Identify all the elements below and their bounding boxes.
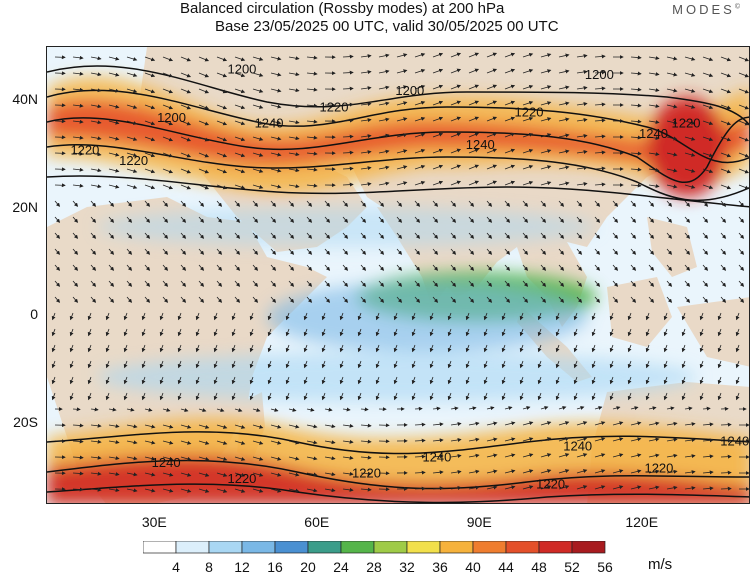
contour-label-text: 1220 xyxy=(119,153,148,168)
colorbar-label: 12 xyxy=(234,559,250,575)
contour-label: 1240 xyxy=(560,438,596,454)
contour-label: 1220 xyxy=(641,459,677,475)
lon-tick-label: 120E xyxy=(625,514,658,530)
colorbar-units: m/s xyxy=(648,556,672,573)
colorbar-swatch xyxy=(242,541,275,553)
lat-tick-label: 20N xyxy=(12,199,38,215)
title-line-2: Base 23/05/2025 00 UTC, valid 30/05/2025… xyxy=(215,18,750,35)
contour-label: 1240 xyxy=(251,114,287,130)
lat-tick-label: 40N xyxy=(12,91,38,107)
contour-label: 1200 xyxy=(154,109,190,125)
colorbar-swatch xyxy=(539,541,572,553)
lon-tick-label: 60E xyxy=(304,514,329,530)
colorbar-label: 32 xyxy=(399,559,415,575)
contour-label: 1240 xyxy=(419,449,455,465)
contour-label-text: 1200 xyxy=(157,110,186,125)
colorbar-swatch xyxy=(407,541,440,553)
colorbar-label: 36 xyxy=(432,559,448,575)
contour-label-text: 1220 xyxy=(672,115,701,130)
contour-label: 1200 xyxy=(224,61,260,77)
colorbar-label: 24 xyxy=(333,559,349,575)
contour-label: 1220 xyxy=(533,475,569,491)
colorbar-swatch xyxy=(209,541,242,553)
contour-label: 1240 xyxy=(148,454,184,470)
colorbar-swatch xyxy=(440,541,473,553)
lat-tick-label: 20S xyxy=(13,414,38,430)
contour-label-text: 1220 xyxy=(644,460,673,475)
contour-label: 1200 xyxy=(581,66,617,82)
colorbar-swatch xyxy=(572,541,605,553)
colorbar-swatch xyxy=(506,541,539,553)
contour-label-text: 1200 xyxy=(585,67,614,82)
title-line-1: Balanced circulation (Rossby modes) at 2… xyxy=(180,0,750,17)
contour-label: 1220 xyxy=(349,465,385,481)
contour-label: 1240 xyxy=(717,432,750,448)
lat-tick-label: 0 xyxy=(30,306,38,322)
contour-label-text: 1220 xyxy=(227,471,256,486)
contour-label-text: 1240 xyxy=(255,115,284,130)
colorbar-label: 16 xyxy=(267,559,283,575)
contour-label: 1240 xyxy=(636,125,672,141)
colorbar-label: 40 xyxy=(465,559,481,575)
contour-label: 1220 xyxy=(224,470,260,486)
equatorial-jet-edge xyxy=(267,282,587,352)
colorbar-label: 44 xyxy=(498,559,514,575)
colorbar-swatch xyxy=(374,541,407,553)
colorbar-swatch xyxy=(308,541,341,553)
contour-label-text: 1220 xyxy=(536,476,565,491)
contour-label: 1200 xyxy=(392,82,428,98)
colorbar-label: 28 xyxy=(366,559,382,575)
contour-label: 1220 xyxy=(67,141,103,157)
logo-mark: © xyxy=(735,4,740,11)
map-panel[interactable]: 1200 1200 1200 1200 1220 1220 1220 1220 1220 1240… xyxy=(46,46,750,504)
wind-map: 1200 1200 1200 1200 1220 1220 1220 1220 1220 1240… xyxy=(47,47,750,504)
colorbar-label: 8 xyxy=(205,559,213,575)
lon-tick-label: 90E xyxy=(467,514,492,530)
colorbar-label: 4 xyxy=(172,559,180,575)
colorbar-label: 56 xyxy=(597,559,613,575)
modes-logo: MODES© xyxy=(672,2,740,17)
contour-label-text: 1200 xyxy=(395,83,424,98)
colorbar-swatch xyxy=(143,541,176,553)
contour-label-text: 1220 xyxy=(70,142,99,157)
contour-label-text: 1220 xyxy=(352,466,381,481)
colorbar-swatch xyxy=(473,541,506,553)
contour-label: 1220 xyxy=(116,152,152,168)
colorbar-swatch xyxy=(341,541,374,553)
contour-label: 1220 xyxy=(668,114,704,130)
contour-label-text: 1240 xyxy=(639,126,668,141)
contour-label: 1220 xyxy=(511,104,547,120)
contour-label-text: 1240 xyxy=(152,455,181,470)
contour-label: 1220 xyxy=(316,98,352,114)
contour-label-text: 1240 xyxy=(563,439,592,454)
contour-label-text: 1200 xyxy=(227,62,256,77)
lon-tick-label: 30E xyxy=(142,514,167,530)
colorbar-label: 48 xyxy=(531,559,547,575)
colorbar-label: 52 xyxy=(564,559,580,575)
contour-label: 1240 xyxy=(462,136,498,152)
contour-label-text: 1240 xyxy=(466,137,495,152)
colorbar xyxy=(143,541,643,554)
contour-label-text: 1240 xyxy=(720,433,749,448)
logo-text: MODES xyxy=(672,2,735,17)
contour-label-text: 1240 xyxy=(422,450,451,465)
contour-label-text: 1220 xyxy=(320,99,349,114)
colorbar-label: 20 xyxy=(300,559,316,575)
contour-label-text: 1220 xyxy=(515,105,544,120)
nh-tropical-band xyxy=(97,207,597,247)
colorbar-swatch xyxy=(275,541,308,553)
colorbar-swatch xyxy=(176,541,209,553)
